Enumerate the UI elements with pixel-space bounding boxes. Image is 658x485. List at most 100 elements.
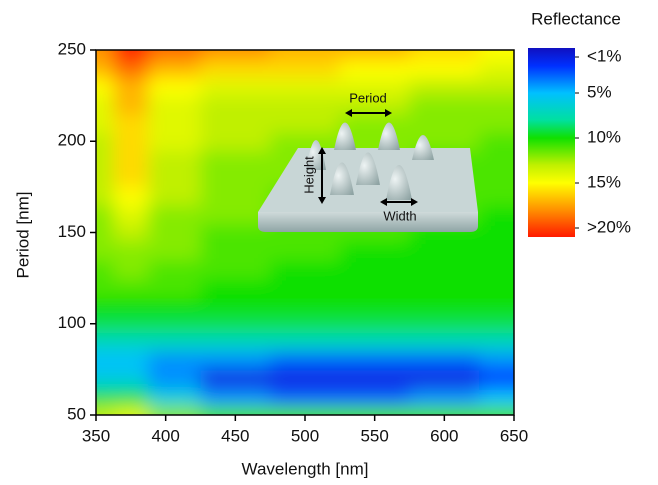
heat-cell [66, 369, 114, 388]
heat-cell [148, 187, 201, 206]
heat-cell [113, 77, 148, 96]
heat-cell [148, 333, 201, 352]
colorbar-tick-label: 15% [587, 172, 621, 191]
heat-cell [340, 278, 410, 297]
heat-cell [340, 315, 410, 334]
slab-side [258, 212, 478, 232]
heat-cell [113, 114, 148, 133]
heat-cell [113, 150, 148, 169]
heat-cell [340, 242, 410, 261]
heat-cell [148, 388, 201, 407]
heat-cell [201, 260, 271, 279]
heat-cell [148, 132, 201, 151]
heat-cell [479, 369, 544, 388]
heat-cell [270, 20, 340, 60]
heat-cell [410, 351, 480, 370]
heat-cell [113, 169, 148, 188]
y-tick-label: 200 [58, 131, 86, 150]
heat-cell [66, 351, 114, 370]
x-tick-label: 450 [221, 426, 249, 445]
annotation: Width [383, 208, 416, 223]
heat-cell [479, 315, 544, 334]
heat-cell [113, 96, 148, 115]
y-tick-label: 50 [67, 404, 86, 423]
heat-cell [113, 296, 148, 315]
heat-cell [410, 77, 480, 96]
colorbar-tick-label: >20% [587, 217, 631, 236]
heat-cell [479, 333, 544, 352]
colorbar [528, 48, 575, 237]
heat-cell [270, 77, 340, 96]
heat-cell [340, 59, 410, 78]
annotation: Height [301, 156, 316, 194]
heat-cell [113, 260, 148, 279]
heat-cell [479, 351, 544, 370]
heat-cell [66, 96, 114, 115]
heat-cell [148, 77, 201, 96]
x-tick-label: 600 [430, 426, 458, 445]
heat-cell [148, 20, 201, 60]
heat-cell [340, 260, 410, 279]
heat-cell [410, 20, 480, 60]
heat-cell [113, 278, 148, 297]
colorbar-tick-label: <1% [587, 46, 622, 65]
heat-cell [148, 242, 201, 261]
y-axis-label: Period [nm] [13, 192, 32, 279]
heat-cell [479, 296, 544, 315]
heat-cell [113, 205, 148, 224]
heat-cell [201, 296, 271, 315]
heat-cell [113, 223, 148, 242]
heat-cell [148, 114, 201, 133]
heat-cell [148, 315, 201, 334]
heat-cell [201, 315, 271, 334]
heat-cell [148, 169, 201, 188]
heat-cell [270, 114, 340, 133]
heat-cell [270, 59, 340, 78]
heat-cell [340, 351, 410, 370]
heat-cell [410, 296, 480, 315]
heat-cell [113, 187, 148, 206]
heat-cell [201, 369, 271, 388]
heat-cell [340, 388, 410, 407]
heat-cell [201, 77, 271, 96]
heat-cell [113, 59, 148, 78]
heat-cell [270, 315, 340, 334]
heat-cell [66, 169, 114, 188]
heat-cell [148, 96, 201, 115]
heat-cell [66, 278, 114, 297]
heat-cell [410, 388, 480, 407]
heat-cell [66, 77, 114, 96]
heat-cell [410, 278, 480, 297]
heat-cell [410, 114, 480, 133]
heat-cell [340, 20, 410, 60]
heat-cell [201, 132, 271, 151]
heat-cell [410, 333, 480, 352]
annotation: Period [349, 90, 387, 105]
heat-cell [66, 59, 114, 78]
heat-cell [270, 296, 340, 315]
heat-cell [148, 278, 201, 297]
heat-cell [148, 296, 201, 315]
heat-cell [201, 351, 271, 370]
heat-cell [201, 59, 271, 78]
heat-cell [66, 150, 114, 169]
heat-cell [113, 132, 148, 151]
heat-cell [340, 296, 410, 315]
heat-cell [410, 369, 480, 388]
heat-cell [270, 333, 340, 352]
heat-cell [201, 96, 271, 115]
heat-cell [270, 278, 340, 297]
heat-cell [410, 96, 480, 115]
colorbar-title: Reflectance [531, 9, 621, 28]
x-axis-label: Wavelength [nm] [242, 459, 369, 478]
heat-cell [201, 388, 271, 407]
heat-cell [148, 59, 201, 78]
heat-cell [148, 205, 201, 224]
colorbar-tick-label: 5% [587, 82, 612, 101]
heatmap [66, 20, 545, 446]
heat-cell [479, 278, 544, 297]
heat-cell [113, 369, 148, 388]
heat-cell [148, 223, 201, 242]
heat-cell [113, 351, 148, 370]
